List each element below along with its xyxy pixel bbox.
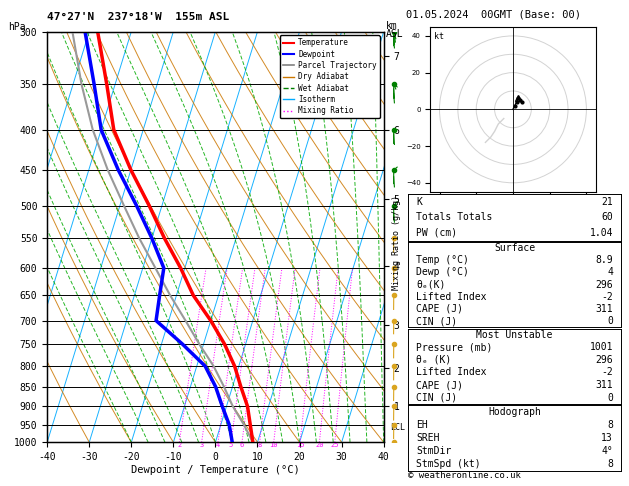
Text: 296: 296	[595, 279, 613, 290]
Text: 4°: 4°	[601, 446, 613, 456]
Text: CAPE (J): CAPE (J)	[416, 304, 463, 314]
Text: Lifted Index: Lifted Index	[416, 367, 487, 378]
Text: K: K	[416, 197, 422, 207]
X-axis label: Dewpoint / Temperature (°C): Dewpoint / Temperature (°C)	[131, 465, 300, 475]
Text: © weatheronline.co.uk: © weatheronline.co.uk	[408, 471, 520, 480]
Text: kt: kt	[433, 32, 443, 41]
Text: 1001: 1001	[589, 342, 613, 352]
Text: hPa: hPa	[8, 22, 26, 32]
Text: CIN (J): CIN (J)	[416, 316, 457, 326]
Text: SREH: SREH	[416, 433, 440, 443]
Text: 10: 10	[269, 442, 278, 448]
Text: CIN (J): CIN (J)	[416, 393, 457, 402]
Text: 5: 5	[229, 442, 233, 448]
Text: 311: 311	[595, 380, 613, 390]
Text: Hodograph: Hodograph	[488, 407, 541, 417]
Text: Dewp (°C): Dewp (°C)	[416, 267, 469, 278]
Text: 47°27'N  237°18'W  155m ASL: 47°27'N 237°18'W 155m ASL	[47, 12, 230, 22]
Text: θₑ(K): θₑ(K)	[416, 279, 445, 290]
Text: 21: 21	[601, 197, 613, 207]
Text: Lifted Index: Lifted Index	[416, 292, 487, 302]
Text: ASL: ASL	[386, 29, 404, 39]
Text: 25: 25	[330, 442, 339, 448]
Text: 6: 6	[240, 442, 244, 448]
Text: Pressure (mb): Pressure (mb)	[416, 342, 493, 352]
Text: 4: 4	[216, 442, 220, 448]
Text: 4: 4	[607, 267, 613, 278]
Text: 2: 2	[177, 442, 181, 448]
Text: km: km	[386, 21, 398, 32]
Text: 0: 0	[607, 316, 613, 326]
Text: 15: 15	[296, 442, 304, 448]
Text: θₑ (K): θₑ (K)	[416, 355, 452, 365]
Text: EH: EH	[416, 420, 428, 430]
Text: Temp (°C): Temp (°C)	[416, 255, 469, 265]
Text: 20: 20	[315, 442, 324, 448]
Text: 3: 3	[199, 442, 204, 448]
Text: -2: -2	[601, 292, 613, 302]
Text: 8.9: 8.9	[595, 255, 613, 265]
Text: 01.05.2024  00GMT (Base: 00): 01.05.2024 00GMT (Base: 00)	[406, 10, 581, 20]
Text: Most Unstable: Most Unstable	[476, 330, 553, 340]
Text: 1.04: 1.04	[589, 228, 613, 238]
Text: LCL: LCL	[391, 423, 406, 432]
Text: 8: 8	[607, 459, 613, 469]
Text: StmSpd (kt): StmSpd (kt)	[416, 459, 481, 469]
Legend: Temperature, Dewpoint, Parcel Trajectory, Dry Adiabat, Wet Adiabat, Isotherm, Mi: Temperature, Dewpoint, Parcel Trajectory…	[280, 35, 380, 118]
Text: CAPE (J): CAPE (J)	[416, 380, 463, 390]
Text: PW (cm): PW (cm)	[416, 228, 457, 238]
Text: 311: 311	[595, 304, 613, 314]
Text: Totals Totals: Totals Totals	[416, 212, 493, 223]
Text: 0: 0	[607, 393, 613, 402]
Text: 8: 8	[607, 420, 613, 430]
Text: -2: -2	[601, 367, 613, 378]
Text: StmDir: StmDir	[416, 446, 452, 456]
Text: 8: 8	[257, 442, 262, 448]
Text: Surface: Surface	[494, 243, 535, 253]
Text: 60: 60	[601, 212, 613, 223]
Text: 13: 13	[601, 433, 613, 443]
Text: 296: 296	[595, 355, 613, 365]
Text: Mixing Ratio (g/kg): Mixing Ratio (g/kg)	[392, 195, 401, 291]
